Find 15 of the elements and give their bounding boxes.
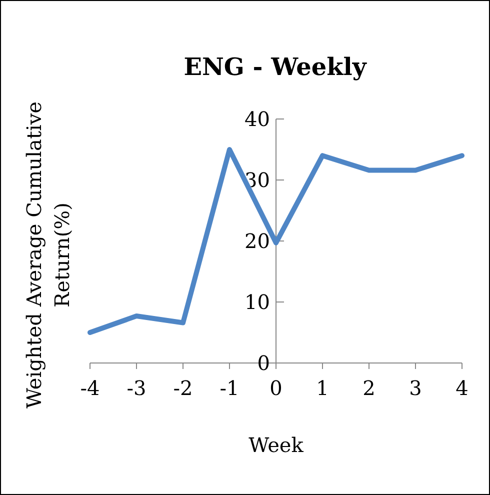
y-tick-label: 10 [244,290,270,314]
x-tick-label: 2 [362,376,376,400]
y-tick-label: 20 [244,229,270,253]
x-tick-label: -1 [220,376,240,400]
x-tick-label: -2 [173,376,193,400]
x-tick-label: 4 [456,376,468,400]
y-axis-title: Weighted Average Cumulative Return(%) [21,100,75,411]
y-tick-label: 0 [257,351,270,375]
x-axis-title: Week [248,433,304,457]
x-tick-label: 3 [409,376,422,400]
y-tick-label: 40 [244,107,270,131]
x-tick-label: 1 [316,376,329,400]
x-tick-label: -4 [80,376,100,400]
chart-title: ENG - Weekly [184,52,368,81]
x-tick-label: -3 [126,376,146,400]
